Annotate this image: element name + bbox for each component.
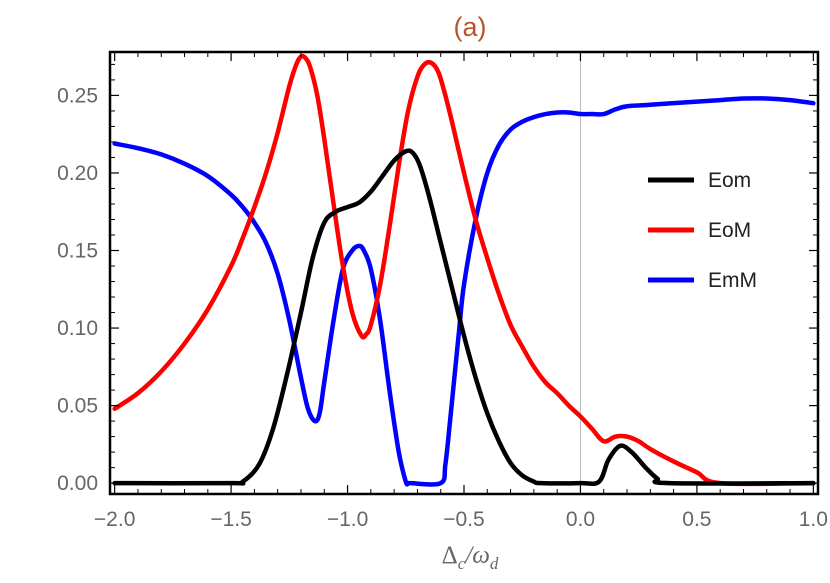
- y-tick-label: 0.25: [57, 84, 98, 107]
- x-axis-label-separator: /ω: [463, 542, 490, 569]
- x-tick-label: 0.5: [682, 508, 711, 531]
- y-tick-label: 0.00: [57, 472, 98, 495]
- legend-label-eom: EoM: [708, 219, 751, 242]
- series-line-eom: [112, 148, 816, 486]
- tick-layer: −2.0 −1.5 −1.0 −0.5 0.0 0.5 1.0 0.00 0.05 0.10 0.1…: [57, 52, 828, 531]
- x-tick-label: −1.5: [210, 508, 251, 531]
- x-axis-label-subscript-c: c: [458, 554, 466, 573]
- x-axis-label-subscript-d: d: [490, 554, 499, 573]
- chart-title: (a): [454, 12, 487, 42]
- x-tick-label: −0.5: [443, 508, 484, 531]
- x-tick-label: 1.0: [799, 508, 828, 531]
- x-axis-label: Δc/ωd: [442, 542, 499, 573]
- y-tick-label: 0.20: [57, 162, 98, 185]
- x-tick-label: 0.0: [566, 508, 595, 531]
- x-axis-label-symbol: Δ: [442, 542, 458, 569]
- x-tick-label: −2.0: [94, 508, 135, 531]
- x-tick-label: −1.0: [327, 508, 368, 531]
- legend-label-emm: EmM: [708, 269, 757, 292]
- y-tick-label: 0.05: [57, 395, 98, 418]
- legend-label-eom: Eom: [708, 169, 751, 192]
- legend: Eom EoM EmM: [648, 169, 757, 292]
- series-line-emm: [112, 96, 816, 487]
- y-tick-label: 0.15: [57, 240, 98, 263]
- series-line-eom: [112, 53, 816, 487]
- series-layer: [112, 53, 816, 487]
- y-tick-label: 0.10: [57, 317, 98, 340]
